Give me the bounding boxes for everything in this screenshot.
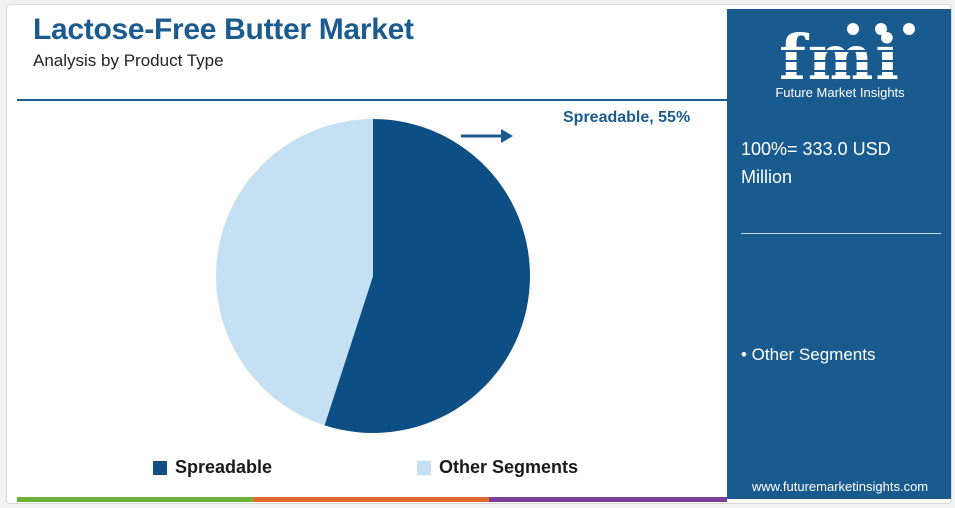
bottom-accent-bar [17, 497, 727, 502]
legend-label-spreadable: Spreadable [175, 457, 273, 477]
legend-item-other-segments: Other Segments [417, 457, 578, 478]
chart-subtitle: Analysis by Product Type [33, 51, 224, 70]
callout-arrow-icon [461, 129, 513, 143]
info-panel: fmi Future Market Insights 100%= 333.0 U… [727, 9, 951, 499]
panel-divider [741, 233, 941, 234]
panel-segment-item: • Other Segments [741, 345, 876, 364]
chart-title: Lactose-Free Butter Market [33, 13, 414, 46]
logo-subtitle: Future Market Insights [775, 85, 905, 100]
fmi-logo: fmi [763, 21, 917, 87]
spreadable-callout-label: Spreadable, 55% [563, 109, 691, 126]
website-link[interactable]: www.futuremarketinsights.com [751, 479, 929, 494]
legend-swatch-other-segments [417, 460, 431, 475]
market-total: 100%= 333.0 USD Million [741, 139, 891, 187]
legend-label-other-segments: Other Segments [439, 457, 579, 477]
legend-item-spreadable: Spreadable [153, 457, 272, 478]
title-divider [17, 99, 727, 101]
pie-slice-other-segments [215, 119, 373, 426]
pie-slice-spreadable [324, 119, 530, 433]
chart-card: Lactose-Free Butter Market Analysis by P… [6, 4, 952, 504]
pie-chart [215, 119, 530, 433]
legend-swatch-spreadable [153, 460, 167, 475]
